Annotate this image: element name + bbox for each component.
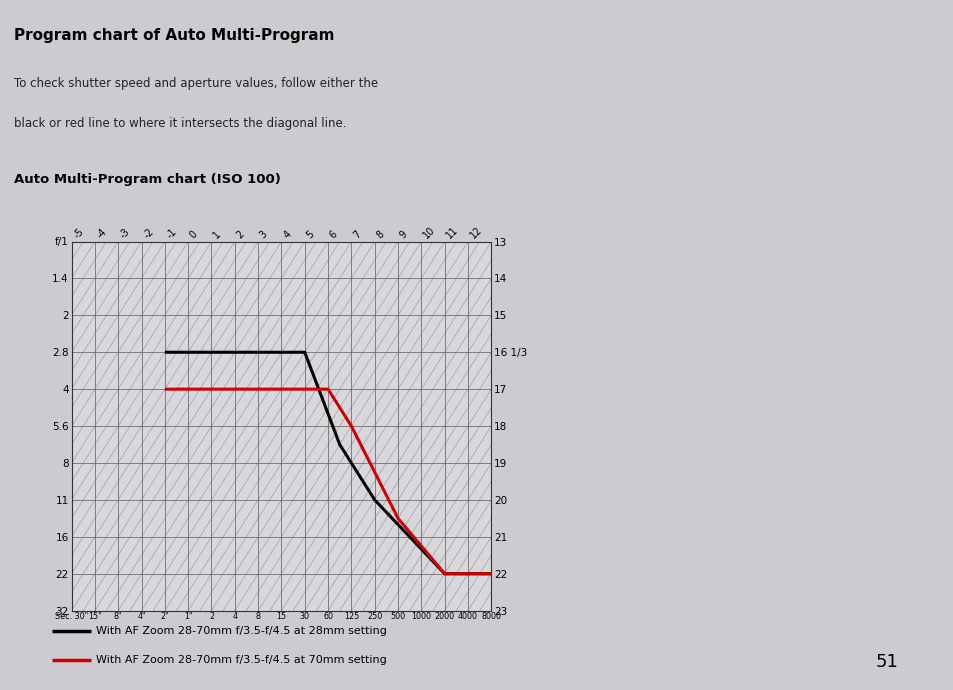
Text: Auto Multi-Program chart (ISO 100): Auto Multi-Program chart (ISO 100)	[14, 173, 281, 186]
Text: With AF Zoom 28-70mm f/3.5-f/4.5 at 70mm setting: With AF Zoom 28-70mm f/3.5-f/4.5 at 70mm…	[96, 655, 386, 665]
Text: With AF Zoom 28-70mm f/3.5-f/4.5 at 28mm setting: With AF Zoom 28-70mm f/3.5-f/4.5 at 28mm…	[96, 626, 387, 635]
Text: black or red line to where it intersects the diagonal line.: black or red line to where it intersects…	[14, 117, 347, 130]
Text: 51: 51	[875, 653, 898, 671]
Text: To check shutter speed and aperture values, follow either the: To check shutter speed and aperture valu…	[14, 77, 378, 90]
Text: Program chart of Auto Multi-Program: Program chart of Auto Multi-Program	[14, 28, 335, 43]
